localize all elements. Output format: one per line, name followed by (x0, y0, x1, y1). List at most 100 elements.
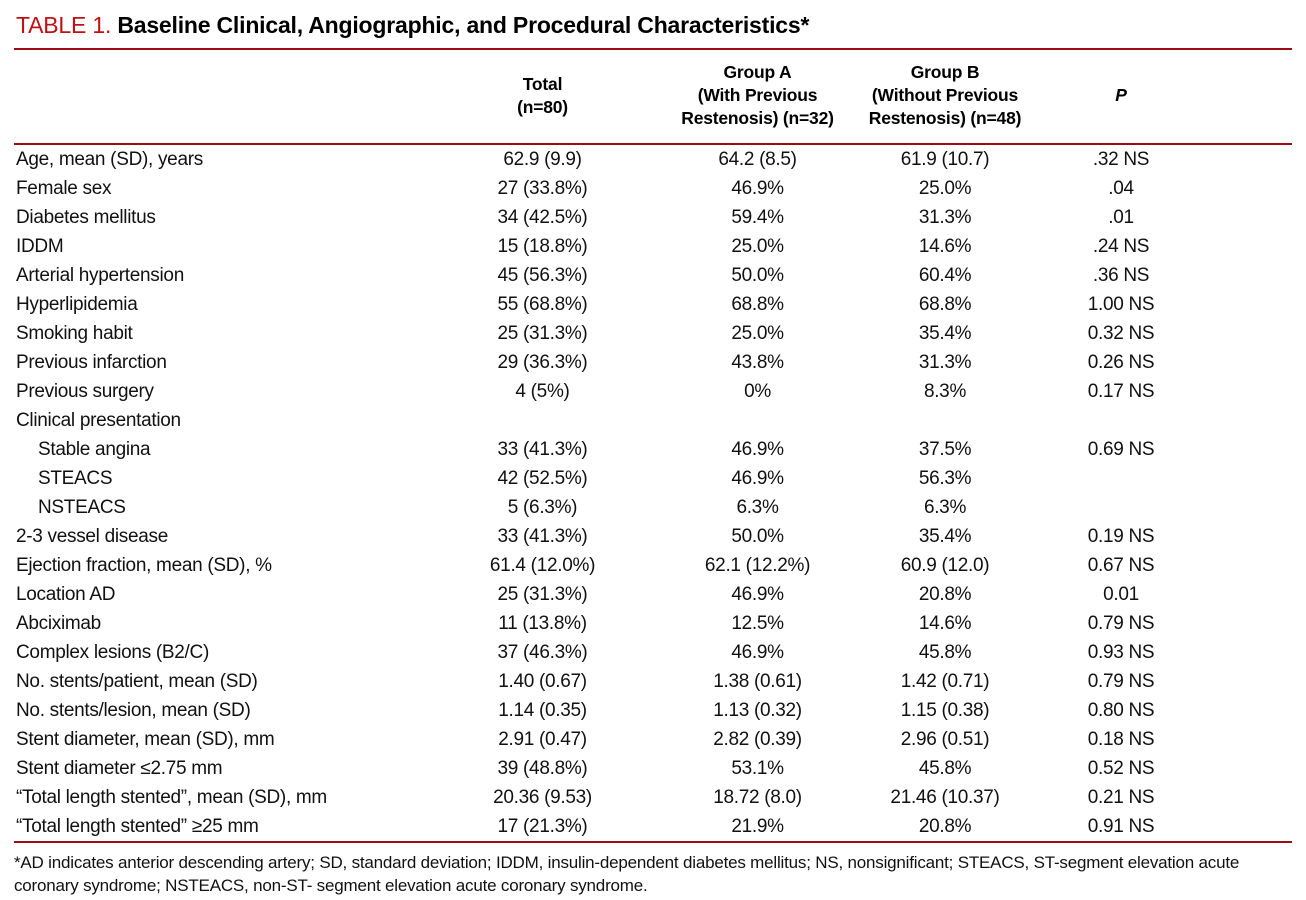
cell-group-a: 53.1% (731, 757, 784, 779)
table-row: Location AD 25 (31.3%) 46.9% 20.8% 0.01 (14, 580, 1292, 609)
cell-group-a: 6.3% (736, 496, 779, 518)
header-group-a: Group A (With Previous Restenosis) (n=32… (681, 62, 834, 128)
row-label: Previous surgery (16, 380, 154, 402)
table-row: “Total length stented” ≥25 mm 17 (21.3%)… (14, 812, 1292, 842)
header-p-value: P (1115, 85, 1127, 105)
cell-group-a: 64.2 (8.5) (718, 148, 797, 170)
cell-group-b: 61.9 (10.7) (900, 148, 990, 170)
table-row: Stent diameter, mean (SD), mm 2.91 (0.47… (14, 725, 1292, 754)
row-label: Diabetes mellitus (16, 206, 156, 228)
cell-group-b: 6.3% (923, 496, 967, 518)
cell-group-a: 0% (744, 380, 771, 402)
cell-p: .04 (1108, 177, 1134, 199)
cell-group-b: 1.42 (0.71) (900, 670, 990, 692)
cell-p: 0.19 NS (1087, 525, 1155, 547)
cell-total: 20.36 (9.53) (493, 786, 592, 808)
cell-p: .36 NS (1092, 264, 1150, 286)
cell-group-b: 45.8% (918, 641, 972, 663)
cell-p: 0.91 NS (1087, 815, 1155, 837)
table-row: IDDM 15 (18.8%) 25.0% 14.6% .24 NS (14, 232, 1292, 261)
row-label: “Total length stented” ≥25 mm (16, 815, 259, 837)
cell-group-b: 20.8% (918, 583, 972, 605)
table-row: Abciximab 11 (13.8%) 12.5% 14.6% 0.79 NS (14, 609, 1292, 638)
cell-group-b: 2.96 (0.51) (900, 728, 990, 750)
cell-total: 17 (21.3%) (497, 815, 588, 837)
row-label: Clinical presentation (16, 409, 181, 431)
cell-p: .24 NS (1092, 235, 1150, 257)
row-label: Ejection fraction, mean (SD), % (16, 554, 272, 576)
cell-p: 0.80 NS (1087, 699, 1155, 721)
cell-p: .01 (1108, 206, 1134, 228)
table-row: No. stents/lesion, mean (SD) 1.14 (0.35)… (14, 696, 1292, 725)
table-row: Previous infarction 29 (36.3%) 43.8% 31.… (14, 348, 1292, 377)
table-title-text: Baseline Clinical, Angiographic, and Pro… (111, 12, 810, 38)
table-row: NSTEACS 5 (6.3%) 6.3% 6.3% (14, 493, 1292, 522)
table-row: Stable angina 33 (41.3%) 46.9% 37.5% 0.6… (14, 435, 1292, 464)
cell-group-b: 8.3% (923, 380, 967, 402)
row-label: IDDM (16, 235, 64, 257)
row-label: Stent diameter ≤2.75 mm (16, 757, 223, 779)
row-label: Arterial hypertension (16, 264, 184, 286)
cell-p (1030, 406, 1292, 435)
table-row: STEACS 42 (52.5%) 46.9% 56.3% (14, 464, 1292, 493)
cell-group-b: 14.6% (918, 612, 972, 634)
cell-group-b: 45.8% (918, 757, 972, 779)
row-label: Location AD (16, 583, 116, 605)
table-row: No. stents/patient, mean (SD) 1.40 (0.67… (14, 667, 1292, 696)
table-row: Age, mean (SD), years 62.9 (9.9) 64.2 (8… (14, 144, 1292, 174)
row-label: 2-3 vessel disease (16, 525, 168, 547)
row-label: Previous infarction (16, 351, 167, 373)
cell-p: 0.18 NS (1087, 728, 1155, 750)
table-row: Arterial hypertension 45 (56.3%) 50.0% 6… (14, 261, 1292, 290)
row-label: “Total length stented”, mean (SD), mm (16, 786, 327, 808)
cell-group-b (860, 406, 1030, 435)
row-label: Complex lesions (B2/C) (16, 641, 209, 663)
cell-p: 0.26 NS (1087, 351, 1155, 373)
cell-group-a: 46.9% (731, 177, 784, 199)
cell-group-a (655, 406, 860, 435)
cell-total: 1.14 (0.35) (498, 699, 587, 721)
cell-group-b: 37.5% (918, 438, 972, 460)
table-row: 2-3 vessel disease 33 (41.3%) 50.0% 35.4… (14, 522, 1292, 551)
header-group-b: Group B (Without Previous Restenosis) (n… (868, 62, 1022, 128)
row-label: No. stents/lesion, mean (SD) (16, 699, 251, 721)
table-row: Clinical presentation (14, 406, 1292, 435)
cell-p: 0.67 NS (1087, 554, 1155, 576)
cell-total: 11 (13.8%) (498, 612, 587, 634)
cell-group-a: 50.0% (731, 525, 784, 547)
cell-group-a: 68.8% (731, 293, 784, 315)
header-row: Total (n=80) Group A (With Previous Rest… (14, 50, 1292, 144)
cell-p: 0.32 NS (1087, 322, 1155, 344)
cell-total: 33 (41.3%) (497, 438, 588, 460)
cell-group-a: 18.72 (8.0) (713, 786, 802, 808)
cell-p: 1.00 NS (1087, 293, 1155, 315)
cell-group-b: 20.8% (918, 815, 972, 837)
cell-group-a: 59.4% (731, 206, 784, 228)
cell-group-b: 21.46 (10.37) (890, 786, 1000, 808)
cell-group-a: 2.82 (0.39) (713, 728, 802, 750)
cell-group-a: 21.9% (731, 815, 784, 837)
cell-group-b: 35.4% (918, 525, 972, 547)
cell-group-a: 25.0% (731, 235, 784, 257)
table-footnote: *AD indicates anterior descending artery… (14, 853, 1240, 895)
table-body: Age, mean (SD), years 62.9 (9.9) 64.2 (8… (14, 144, 1292, 842)
cell-total: 61.4 (12.0%) (489, 554, 596, 576)
cell-p: 0.79 NS (1087, 670, 1155, 692)
cell-total: 25 (31.3%) (497, 583, 588, 605)
cell-p: 0.01 (1103, 583, 1139, 605)
cell-total: 45 (56.3%) (497, 264, 588, 286)
cell-group-a: 46.9% (731, 467, 784, 489)
table-row: Diabetes mellitus 34 (42.5%) 59.4% 31.3%… (14, 203, 1292, 232)
cell-group-a: 50.0% (731, 264, 784, 286)
header-total: Total (n=80) (517, 73, 568, 117)
row-label: STEACS (38, 467, 113, 489)
cell-p: 0.69 NS (1087, 438, 1155, 460)
table-title: TABLE 1. Baseline Clinical, Angiographic… (14, 6, 1292, 50)
row-label: Abciximab (16, 612, 101, 634)
cell-total: 25 (31.3%) (497, 322, 588, 344)
cell-total: 15 (18.8%) (497, 235, 588, 257)
cell-group-b: 56.3% (918, 467, 972, 489)
cell-total: 29 (36.3%) (497, 351, 588, 373)
cell-group-a: 62.1 (12.2%) (704, 554, 811, 576)
table-number-label: TABLE 1. (16, 12, 112, 38)
